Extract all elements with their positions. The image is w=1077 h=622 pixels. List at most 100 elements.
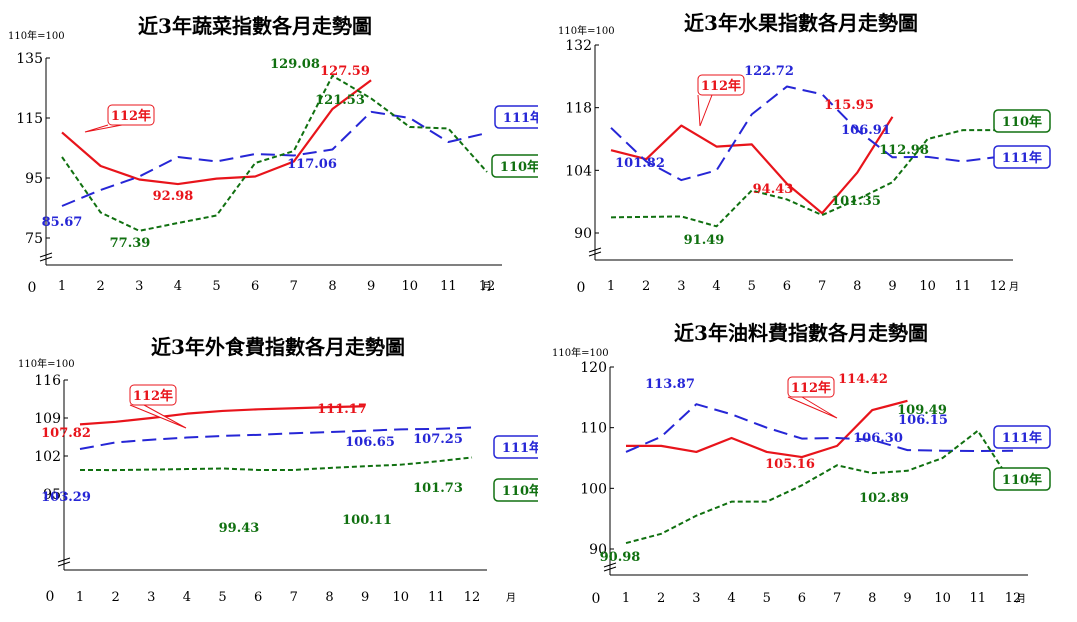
legend-label: 110年: [502, 483, 538, 499]
x-tick-label: 10: [919, 279, 936, 294]
y-tick-label: 135: [16, 51, 43, 67]
x-tick-label: 8: [328, 279, 336, 294]
legend-box: [494, 105, 538, 129]
data-label: 122.72: [744, 64, 794, 79]
x-tick-label: 6: [254, 590, 262, 605]
x-tick-label: 4: [727, 591, 735, 606]
legend-label: 110年: [1002, 114, 1042, 130]
x-unit-label: 月: [482, 281, 492, 293]
y-tick-label: 90: [589, 542, 607, 558]
y-tick-label: 102: [34, 449, 61, 465]
series-line-111: [625, 403, 1014, 453]
x-tick-label: 1: [607, 279, 615, 294]
x-tick-label: 10: [934, 591, 951, 606]
x-tick-label: 9: [361, 590, 369, 605]
axis-break-mark: [57, 557, 71, 567]
callout-label: 112年: [701, 78, 741, 94]
y-tick-label: 110: [580, 421, 607, 437]
series-line-112: [61, 79, 372, 186]
data-label: 111.17: [317, 402, 367, 417]
x-tick-label: 5: [218, 590, 226, 605]
x-tick-label: 10: [392, 590, 409, 605]
x-tick-label: 4: [183, 590, 191, 605]
index-base-note: 110年=100: [558, 24, 615, 37]
legend-box: [493, 435, 538, 459]
data-label: 121.53: [315, 93, 365, 108]
x-tick-label: 3: [147, 590, 155, 605]
y-tick-label: 120: [580, 360, 607, 376]
x-tick-label: 7: [290, 590, 298, 605]
chart-title: 近3年蔬菜指數各月走勢圖: [138, 14, 372, 38]
y-tick-label: 90: [574, 226, 592, 242]
legend-box: [993, 467, 1051, 491]
x-tick-label: 12: [990, 279, 1007, 294]
x-tick-label: 6: [783, 279, 791, 294]
legend-label: 111年: [1002, 430, 1042, 446]
data-label: 114.42: [838, 372, 888, 387]
data-label: 127.59: [320, 64, 370, 79]
x-unit-label: 月: [1016, 593, 1026, 605]
legend-label: 111年: [1002, 150, 1042, 166]
data-label: 106.91: [841, 123, 891, 138]
callout-pointer: [84, 124, 123, 133]
legend-label: 111年: [502, 440, 538, 456]
data-label: 91.49: [684, 233, 725, 248]
x-tick-label: 9: [903, 591, 911, 606]
callout-box: [697, 74, 745, 96]
x-tick-label: 8: [325, 590, 333, 605]
data-label: 99.43: [219, 521, 260, 536]
y-tick-label: 100: [580, 481, 607, 497]
y-tick-label: 95: [25, 171, 43, 187]
x-tick-label: 4: [174, 279, 182, 294]
series-line-112: [79, 405, 366, 426]
data-label: 90.98: [600, 550, 641, 565]
axis-break-mark: [603, 562, 617, 572]
series-line-111: [61, 110, 488, 207]
y-tick-label: 118: [565, 101, 592, 117]
origin-label: 0: [46, 589, 55, 605]
x-tick-label: 2: [96, 279, 104, 294]
data-label: 77.39: [110, 236, 151, 251]
x-tick-label: 8: [868, 591, 876, 606]
x-tick-label: 1: [58, 279, 66, 294]
series-line-110: [625, 429, 1014, 545]
x-tick-label: 11: [970, 591, 987, 606]
legend-box: [993, 145, 1051, 169]
x-tick-label: 1: [622, 591, 630, 606]
data-label: 129.08: [270, 57, 320, 72]
axis-break-mark: [39, 252, 53, 262]
legend-label: 111年: [503, 110, 538, 126]
series-line-110: [61, 74, 488, 232]
data-label: 115.95: [824, 98, 874, 113]
y-tick-label: 109: [34, 411, 61, 427]
data-label: 106.65: [345, 435, 395, 450]
callout-pointer: [129, 404, 187, 429]
y-tick-label: 95: [43, 487, 61, 503]
index-base-note: 110年=100: [8, 29, 65, 42]
x-tick-label: 8: [853, 279, 861, 294]
data-label: 117.06: [287, 157, 337, 172]
y-tick-label: 75: [25, 231, 43, 247]
data-label: 85.67: [42, 215, 83, 230]
legend-box: [993, 425, 1051, 449]
chart-title: 近3年外食費指數各月走勢圖: [151, 335, 405, 359]
series-line-110: [610, 129, 998, 228]
x-tick-label: 9: [367, 279, 375, 294]
data-label: 100.11: [342, 513, 392, 528]
data-label: 103.29: [41, 490, 91, 505]
callout-box: [129, 384, 177, 406]
data-label: 92.98: [153, 189, 194, 204]
data-label: 106.15: [898, 413, 948, 428]
data-label: 107.25: [413, 432, 463, 447]
series-line-110: [79, 456, 473, 472]
callout-112: 112年: [787, 376, 838, 419]
index-base-note: 110年=100: [18, 357, 75, 370]
origin-label: 0: [592, 591, 601, 607]
origin-label: 0: [577, 280, 586, 296]
x-unit-label: 月: [506, 592, 516, 604]
data-label: 101.73: [413, 481, 463, 496]
legend-label: 110年: [1002, 472, 1042, 488]
origin-label: 0: [28, 280, 37, 296]
